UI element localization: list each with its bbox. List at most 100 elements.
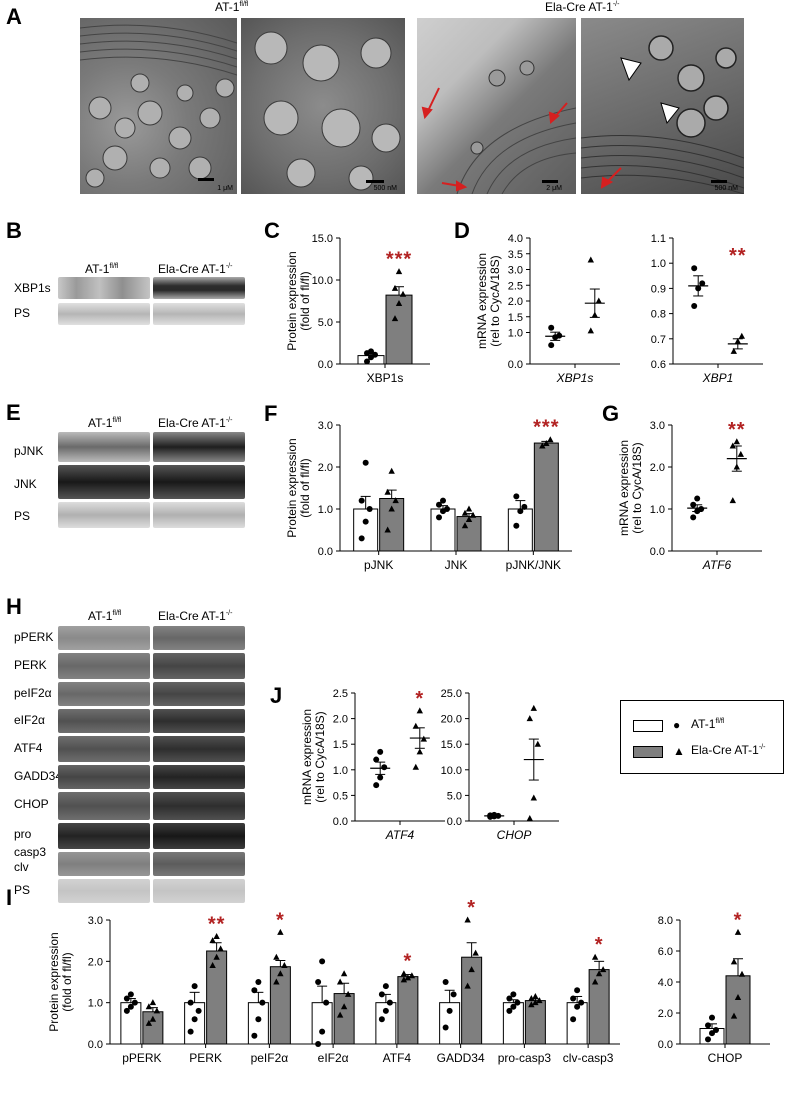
blot-b-knockout-sup: -/- <box>225 263 233 270</box>
chart-i1-point-7-1-2 <box>599 966 607 973</box>
chart-d1-point-0-1-1 <box>591 311 598 318</box>
blot-h-label-perk: PERK <box>14 658 47 672</box>
blot-h-clv-knockout <box>153 852 245 876</box>
chart-i1-point-2-1-2 <box>281 961 288 968</box>
chart-f-point-2-0-2 <box>521 503 528 510</box>
chart-i1-point-6-1-4 <box>532 992 539 999</box>
chart-j1-ylabel-0: mRNA expression <box>300 709 314 805</box>
chart-d1-ytick-label-3: 2.0 <box>508 296 523 308</box>
chart-d1-point-0-1-2 <box>595 297 602 304</box>
chart-j2-point-0-1-4 <box>530 704 537 711</box>
chart-g-ytick-label-2: 2.0 <box>650 462 665 474</box>
chart-f-xlabel-0: pJNK <box>364 558 393 572</box>
chart-i1-point-2-1-1 <box>277 970 284 977</box>
chart-i2-point-0-1-0 <box>730 1012 738 1019</box>
chart-d2-point-0-0-1 <box>695 285 702 292</box>
chart-i2-ytick-label-2: 4.0 <box>658 977 673 989</box>
em-texture-1 <box>80 24 237 188</box>
em-knockout-title: Ela-Cre AT-1-/- <box>545 0 619 14</box>
blot-h-label-chop: CHOP <box>14 797 49 811</box>
blot-h-chop-control <box>58 792 150 820</box>
chart-f-point-0-0-1 <box>362 518 369 525</box>
panel-letter-e: E <box>6 400 21 425</box>
blot-b-knockout-label: Ela-Cre AT-1 <box>158 262 226 276</box>
chart-f-point-2-0-3 <box>513 493 520 500</box>
chart-f-point-1-0-3 <box>436 501 442 508</box>
chart-f-point-1-1-1 <box>465 516 473 522</box>
chart-i1-point-7-0-0 <box>570 1016 577 1023</box>
chart-i1-bar-2-0 <box>247 1002 269 1045</box>
em-texture-2 <box>254 31 401 191</box>
chart-f-point-0-1-0 <box>384 526 391 533</box>
chart-d1-ytick-label-5: 3.0 <box>508 265 523 277</box>
chart-i1-point-5-0-3 <box>442 979 449 985</box>
chart-i1-point-0-0-0 <box>123 1007 130 1014</box>
blot-h-eif2-control <box>58 709 150 733</box>
blot-h-perk-control <box>58 653 150 679</box>
blot-e-control-sup: fl/fl <box>112 417 122 424</box>
chart-i1-point-1-1-2 <box>217 945 224 952</box>
blot-b-ps-knockout <box>153 303 245 325</box>
chart-f-point-0-1-1 <box>388 505 395 512</box>
chart-i1-point-3-1-1 <box>340 1003 348 1010</box>
em-knockout-sup: -/- <box>612 1 620 8</box>
legend-control-marker: ● <box>673 718 681 732</box>
chart-i1-point-0-1-4 <box>149 999 157 1006</box>
panel-letter-b: B <box>6 218 22 243</box>
blot-h-peif2-control <box>58 682 150 706</box>
chart-f-point-1-1-2 <box>469 511 477 518</box>
chart-j1-point-0-1-0 <box>412 763 419 770</box>
chart-i1-bar-1-1 <box>206 950 228 1045</box>
chart-f-point-0-0-2 <box>366 506 373 512</box>
chart-i1-point-3-1-4 <box>340 970 348 977</box>
em-scalebar-1: 1 μM <box>217 185 233 192</box>
chart-d2-point-0-0-0 <box>691 303 698 310</box>
chart-j1-point-0-1-4 <box>416 707 423 714</box>
chart-c-point-0-1-4 <box>395 268 403 275</box>
chart-i2-ytick-label-1: 2.0 <box>658 1008 673 1020</box>
chart-i1-point-6-0-4 <box>510 991 517 998</box>
chart-i1-point-0-1-1 <box>149 1015 157 1022</box>
chart-i1-point-4-0-0 <box>378 1016 385 1023</box>
chart-d2-ytick-label-5: 1.1 <box>651 233 666 245</box>
chart-f-point-2-1-2 <box>547 436 554 443</box>
blot-h-knockout-header: Ela-Cre AT-1-/- <box>158 609 232 623</box>
chart-i2-sig-0: * <box>734 909 743 931</box>
chart-i1-point-2-0-0 <box>251 1032 258 1039</box>
chart-f-point-0-1-3 <box>384 488 391 495</box>
legend-knockout-text: Ela-Cre AT-1-/- <box>691 743 765 757</box>
blot-b-control-label: AT-1 <box>85 262 110 276</box>
blot-b-ps-control <box>58 303 150 325</box>
chart-f-xlabel-1: JNK <box>445 558 468 572</box>
chart-d1-ytick-label-7: 4.0 <box>508 233 523 245</box>
chart-d2-point-0-0-3 <box>691 265 698 272</box>
chart-i1-ylabel-1: (fold of fl/fl) <box>60 952 74 1011</box>
chart-g-ytick-label-1: 1.0 <box>650 504 665 516</box>
chart-i2-xlabel-0: CHOP <box>708 1051 743 1065</box>
chart-f-ytick-label-1: 1.0 <box>318 504 333 516</box>
chart-i1-point-7-1-1 <box>595 970 603 977</box>
chart-i1-point-2-1-0 <box>273 978 280 985</box>
chart-i1-point-0-0-2 <box>131 999 138 1006</box>
chart-c-ylabel-1: (fold of fl/fl) <box>298 271 312 330</box>
blot-h-control-sup: fl/fl <box>112 610 122 617</box>
chart-i1-xlabel-6: pro-casp3 <box>498 1051 552 1065</box>
chart-i1-xlabel-5: GADD34 <box>437 1051 485 1065</box>
panel-letter-a: A <box>6 4 22 29</box>
chart-f-point-0-0-4 <box>362 459 369 466</box>
chart-d2-ytick-label-0: 0.6 <box>651 359 666 371</box>
chart-i2-point-0-1-2 <box>738 970 746 977</box>
chart-i1-point-6-1-2 <box>536 997 543 1004</box>
chart-f-point-0-0-3 <box>358 497 365 504</box>
blot-e-pjnk-knockout <box>153 432 245 462</box>
panel-letter-c: C <box>264 218 280 243</box>
chart-d2-ytick-label-2: 0.8 <box>651 309 666 321</box>
chart-j1-point-0-0-2 <box>381 764 388 771</box>
chart-i2-point-0-0-2 <box>713 1027 719 1034</box>
chart-d1-point-0-0-2 <box>556 332 563 339</box>
em-scalebar-4: 500 nM <box>714 185 738 192</box>
chart-i2-point-0-1-1 <box>734 994 742 1000</box>
blot-e-label-ps: PS <box>14 509 31 523</box>
chart-i1-point-5-0-1 <box>446 1007 453 1014</box>
chart-i1-point-2-0-4 <box>255 979 262 985</box>
